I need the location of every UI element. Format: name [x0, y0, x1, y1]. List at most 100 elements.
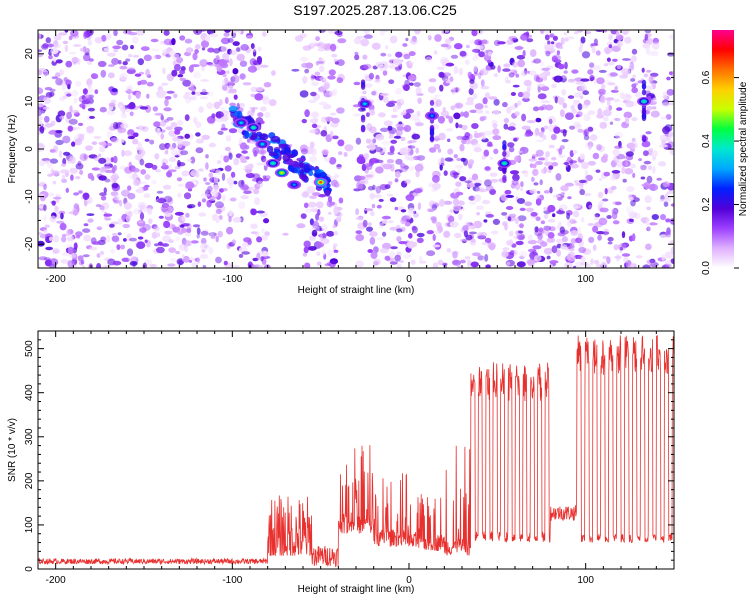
spectrogram-speckle [126, 248, 134, 257]
spectrogram-speckle [613, 135, 620, 139]
spectrogram-speckle [64, 44, 69, 53]
spectrogram-speckle [446, 248, 452, 253]
spectrogram-speckle [86, 125, 95, 133]
spectrogram-speckle [317, 58, 326, 66]
spectrogram-speckle [365, 112, 370, 118]
spectrogram-speckle [593, 65, 601, 71]
spectrogram-speckle [181, 170, 190, 177]
spectrogram-speckle [87, 218, 94, 223]
spectrogram-speckle [439, 84, 444, 92]
spectrogram-speckle [75, 176, 81, 180]
spectrogram-speckle [44, 123, 53, 128]
spectrogram-speckle [428, 78, 437, 83]
spectrogram-speckle [599, 207, 609, 213]
spectrogram-speckle [67, 260, 75, 268]
spectrogram-speckle [400, 209, 407, 213]
spectrogram-speckle [363, 30, 370, 34]
spectrogram-speckle [408, 166, 414, 172]
spectrogram-speckle [519, 35, 528, 41]
spectrogram-speckle [480, 68, 489, 76]
spectrogram-speckle [471, 30, 478, 37]
spectrogram-speckle [140, 125, 149, 132]
spectrogram-speckle [224, 165, 232, 172]
spectrogram-speckle [571, 69, 579, 74]
spectrogram-speckle [489, 243, 496, 251]
spectrogram-speckle [520, 181, 524, 188]
spectrogram-speckle [199, 59, 208, 67]
spectrogram-speckle [521, 125, 531, 130]
spectrogram-speckle [428, 200, 436, 208]
spectrogram-speckle [484, 237, 492, 244]
spectrogram-speckle [412, 192, 417, 196]
spectrogram-speckle [73, 242, 78, 250]
spectrogram-speckle [182, 240, 192, 247]
spectrogram-speckle [573, 179, 579, 184]
spectrogram-speckle [468, 87, 474, 96]
spectrogram-speckle [230, 171, 236, 178]
spectrogram-speckle [407, 63, 413, 69]
spectrogram-speckle [49, 158, 59, 164]
spectrogram-speckle [527, 248, 537, 253]
spectrogram-speckle [473, 65, 478, 72]
spectrogram-speckle [317, 209, 321, 216]
spectrogram-speckle [217, 230, 223, 238]
x-tick-label: -200 [46, 274, 66, 285]
spectrogram-speckle [215, 256, 222, 264]
spectrogram-speckle [83, 223, 89, 227]
spectrogram-speckle [467, 71, 473, 79]
spectrogram-speckle [492, 135, 502, 141]
spectrogram-speckle [451, 87, 456, 95]
spectrogram-speckle [126, 85, 133, 93]
spectrogram-speckle [193, 116, 198, 124]
spectrogram-streak [255, 131, 263, 137]
spectrogram-speckle [232, 216, 242, 223]
spectrogram-speckle [171, 149, 180, 156]
spectrogram-speckle [244, 165, 253, 170]
spectrogram-speckle [55, 78, 63, 86]
spectrogram-speckle [87, 107, 95, 112]
spectrogram-speckle [112, 232, 118, 237]
spectrogram-speckle [206, 62, 214, 65]
spectrogram-speckle [113, 48, 119, 53]
spectrogram-speckle [207, 185, 213, 192]
spectrogram-speckle [110, 248, 115, 254]
spectrogram-speckle [649, 222, 658, 226]
spectrogram-speckle [564, 182, 574, 187]
spectrogram-speckle [232, 41, 240, 46]
spectrogram-speckle [551, 162, 558, 167]
spectrogram-speckle [640, 176, 646, 180]
spectrogram-speckle [172, 136, 181, 142]
spectrogram-speckle [240, 44, 249, 51]
spectrogram-speckle [405, 194, 415, 202]
spectrogram-speckle [572, 150, 578, 155]
spectrogram-speckle [302, 252, 308, 257]
spectrogram-speckle [206, 199, 212, 208]
spectrogram-speckle [656, 177, 662, 181]
spectrogram-speckle [221, 79, 226, 86]
spectrogram-speckle [91, 73, 99, 80]
spectrogram-speckle [532, 245, 542, 250]
spectrogram-speckle [321, 249, 326, 256]
spectrogram-speckle [73, 126, 81, 130]
spectrogram-speckle [621, 160, 631, 168]
spectrogram-speckle [432, 244, 441, 248]
y-tick-label: 300 [24, 428, 35, 445]
spectrogram-speckle [477, 235, 487, 240]
spectrogram-speckle [38, 49, 43, 53]
spectrogram-speckle [259, 64, 269, 68]
spectrogram-speckle [387, 53, 392, 57]
spectrogram-speckle [567, 79, 576, 83]
spectrogram-speckle [179, 224, 185, 228]
spectrogram-speckle [71, 141, 76, 147]
spectrogram-speckle [650, 72, 659, 77]
spectrogram-speckle [567, 196, 572, 200]
spectrogram-speckle [591, 45, 596, 54]
spectrogram-speckle [362, 90, 367, 95]
spectrogram-speckle [535, 160, 543, 166]
spectrogram-speckle [47, 173, 53, 177]
spectrogram-speckle [224, 30, 231, 33]
spectrogram-speckle [388, 79, 395, 84]
spectrogram-streak [303, 164, 310, 172]
spectrogram-speckle [589, 75, 595, 81]
x-tick-label: -100 [222, 274, 242, 285]
